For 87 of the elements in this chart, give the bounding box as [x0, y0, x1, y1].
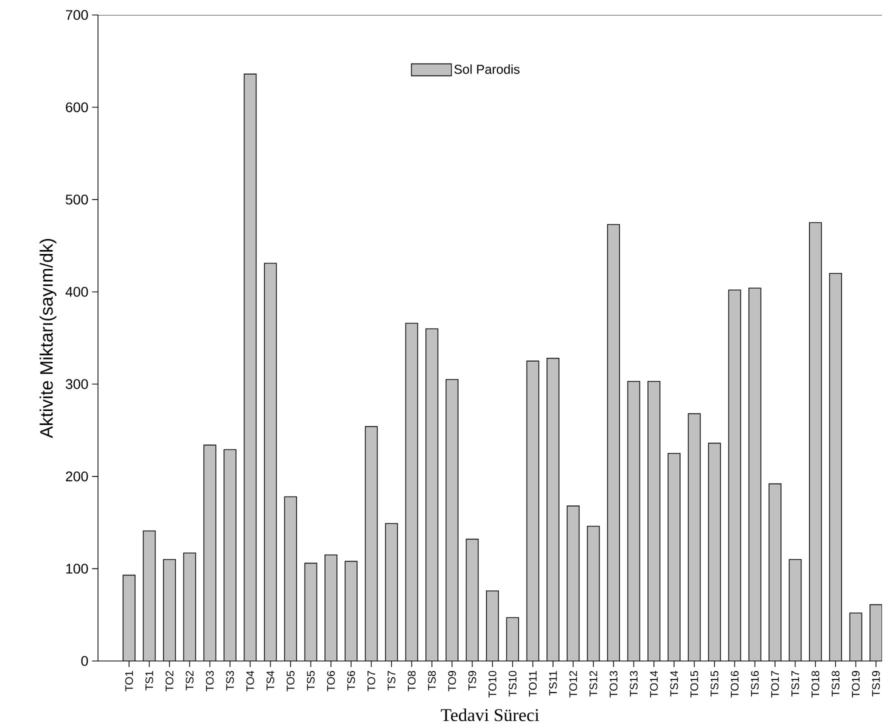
y-tick-label: 300: [66, 379, 88, 390]
x-tick-label: TO3: [206, 671, 214, 692]
x-tick-label: TO19: [852, 671, 860, 698]
bar: [728, 290, 741, 662]
x-tick-label: TO12: [569, 671, 578, 698]
bar: [406, 323, 418, 662]
bar: [446, 380, 458, 662]
x-tick-label: TO7: [367, 671, 376, 692]
bar: [284, 496, 297, 662]
x-tick-label: TS11: [549, 671, 557, 696]
y-tick-label: 700: [66, 10, 88, 20]
bar: [567, 506, 580, 662]
y-tick-label: 500: [66, 194, 88, 205]
x-tick-label: TS12: [589, 671, 598, 697]
bar: [546, 358, 559, 662]
x-tick-label: TO10: [488, 671, 496, 698]
bar: [526, 361, 539, 662]
bar: [648, 382, 660, 662]
bar: [769, 484, 782, 662]
y-tick-label: 0: [81, 656, 88, 666]
y-tick-label: 600: [66, 102, 88, 112]
x-tick-label: TO9: [448, 671, 456, 692]
bar: [184, 553, 196, 662]
x-tick-label: TS10: [508, 671, 516, 697]
x-tick-label: TO14: [650, 671, 658, 698]
bar: [608, 224, 620, 662]
bar: [748, 288, 761, 662]
x-tick-label: TS4: [266, 671, 274, 691]
bar: [264, 263, 276, 662]
bar: [809, 222, 822, 662]
bar: [365, 426, 378, 662]
bar: [163, 560, 176, 662]
bar: [204, 445, 216, 662]
x-tick-label: TS13: [630, 671, 638, 697]
bar: [345, 562, 358, 662]
x-tick-label: TO15: [690, 671, 698, 698]
bar: [426, 329, 438, 662]
bar: [668, 454, 680, 662]
x-tick-label: TO2: [166, 671, 174, 692]
x-tick-label: TO1: [125, 671, 133, 692]
x-tick-label: TS8: [428, 671, 436, 691]
x-tick-label: TO4: [246, 671, 254, 692]
x-tick-label: TS5: [306, 671, 315, 691]
x-tick-label: TS14: [670, 671, 678, 697]
x-tick-label: TS9: [468, 671, 476, 691]
bar: [708, 443, 720, 662]
bar: [386, 524, 398, 662]
bar: [587, 526, 600, 662]
bar: [244, 74, 256, 662]
bar: [486, 591, 498, 662]
bar: [688, 414, 700, 662]
bar: [224, 450, 236, 662]
bar: [304, 563, 317, 662]
x-tick-label: TO5: [286, 671, 294, 692]
x-tick-label: TS1: [145, 671, 154, 691]
y-axis-title: Aktivite Miktarı(sayım/dk): [40, 239, 56, 438]
bar: [466, 539, 478, 662]
x-tick-label: TO16: [730, 671, 739, 698]
bar: [628, 382, 640, 662]
bar: [870, 604, 882, 662]
x-tick-label: TS7: [388, 671, 396, 691]
x-tick-label: TS17: [791, 671, 800, 697]
bar: [506, 618, 519, 662]
x-tick-label: TO11: [528, 671, 537, 697]
x-tick-label: TS15: [710, 671, 718, 697]
y-tick-label: 400: [66, 287, 88, 298]
x-tick-label: TO13: [610, 671, 618, 698]
bar: [143, 531, 156, 662]
x-tick-label: TS3: [226, 671, 234, 691]
bar: [830, 274, 842, 662]
x-tick-label: TO18: [812, 671, 820, 698]
x-tick-label: TO17: [771, 671, 779, 698]
bar: [789, 560, 802, 662]
bar: [123, 575, 136, 662]
x-tick-label: TO6: [327, 671, 335, 692]
x-tick-label: TS18: [832, 671, 840, 697]
x-tick-label: TS2: [186, 671, 194, 691]
x-tick-label: TS6: [347, 671, 356, 691]
x-tick-label: TS19: [872, 671, 880, 697]
bar: [324, 555, 337, 662]
y-tick-label: 100: [66, 564, 88, 574]
x-tick-label: TO8: [408, 671, 416, 692]
x-axis-title: Tedavi Süreci: [440, 708, 540, 722]
x-tick-label: TS16: [750, 671, 759, 697]
y-tick-label: 200: [66, 472, 88, 482]
bar: [850, 613, 862, 662]
legend-label: Sol Parodis: [454, 64, 520, 74]
